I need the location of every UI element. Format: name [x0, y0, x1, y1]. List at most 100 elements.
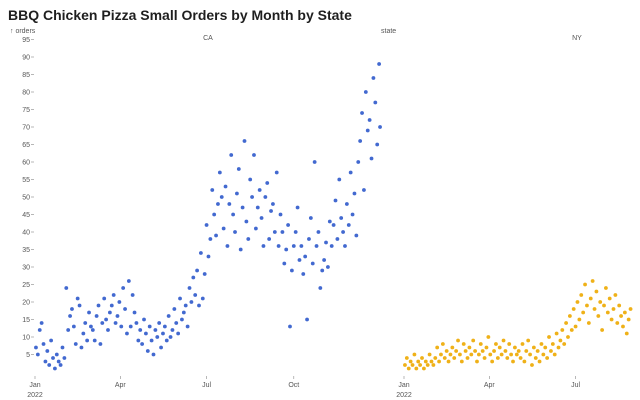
y-tick-label: 50 — [22, 195, 30, 202]
data-point-ny — [537, 359, 542, 364]
data-point-ca — [159, 345, 163, 350]
data-point-ca — [162, 324, 167, 329]
data-point-ca — [369, 156, 374, 161]
data-point-ny — [575, 300, 580, 304]
data-point-ca — [360, 111, 364, 115]
data-point-ca — [155, 335, 160, 339]
data-point-ny — [543, 345, 548, 350]
data-point-ca — [278, 212, 283, 217]
data-point-ca — [41, 342, 46, 346]
data-point-ca — [125, 331, 129, 336]
data-point-ca — [238, 247, 243, 252]
data-point-ny — [598, 300, 603, 304]
data-point-ca — [34, 345, 38, 350]
data-point-ny — [513, 345, 517, 350]
data-point-ny — [429, 359, 434, 364]
data-point-ny — [586, 321, 591, 325]
x-tick-label: Apr — [484, 382, 496, 389]
data-point-ny — [573, 324, 578, 329]
data-point-ca — [308, 216, 313, 220]
data-point-ny — [410, 363, 415, 367]
data-point-ca — [363, 90, 368, 94]
data-point-ny — [501, 338, 506, 343]
data-point-ca — [132, 310, 137, 315]
data-point-ca — [170, 328, 175, 332]
data-point-ca — [144, 331, 148, 336]
data-point-ca — [47, 363, 52, 367]
data-point-ny — [452, 356, 457, 360]
data-point-ca — [189, 300, 194, 304]
data-point-ny — [626, 317, 631, 322]
data-point-ny — [549, 349, 553, 353]
data-point-ca — [60, 345, 65, 350]
data-point-ca — [153, 328, 158, 332]
data-point-ny — [495, 356, 500, 360]
data-point-ny — [556, 345, 561, 350]
data-point-ny — [511, 359, 515, 364]
data-point-ca — [66, 328, 71, 332]
y-tick-label: 15 — [22, 317, 30, 324]
data-point-ca — [45, 349, 50, 353]
data-point-ca — [157, 321, 162, 325]
data-point-ny — [492, 349, 496, 353]
data-point-ca — [117, 300, 122, 304]
data-point-ca — [216, 202, 220, 206]
data-point-ca — [257, 188, 262, 192]
data-point-ca — [354, 233, 359, 238]
data-point-ca — [320, 268, 325, 273]
data-point-ny — [433, 356, 438, 360]
data-point-ny — [585, 303, 589, 308]
data-point-ny — [550, 342, 555, 346]
data-point-ca — [39, 321, 44, 325]
data-point-ny — [412, 352, 417, 357]
data-point-ny — [480, 349, 485, 353]
data-point-ca — [191, 275, 196, 280]
data-point-ca — [377, 62, 382, 66]
x-tick-label: Oct — [288, 382, 299, 389]
data-point-ny — [488, 352, 493, 357]
data-point-ny — [526, 338, 531, 343]
data-point-ny — [558, 338, 563, 343]
data-point-ny — [581, 310, 586, 315]
data-point-ca — [227, 202, 232, 206]
data-point-ny — [469, 352, 474, 357]
data-point-ny — [552, 352, 557, 357]
data-point-ca — [305, 317, 309, 322]
data-point-ca — [90, 328, 95, 332]
data-point-ca — [85, 338, 90, 343]
data-point-ca — [282, 261, 287, 266]
data-point-ny — [482, 356, 487, 360]
data-point-ca — [166, 314, 171, 318]
data-point-ny — [522, 359, 527, 364]
data-point-ca — [174, 321, 179, 325]
y-tick-label: 75 — [22, 107, 30, 114]
data-point-ca — [136, 338, 141, 343]
data-point-ca — [288, 324, 292, 329]
data-point-ca — [178, 296, 182, 301]
data-point-ca — [341, 230, 345, 234]
data-point-ca — [248, 177, 253, 182]
data-point-ny — [459, 359, 464, 364]
data-point-ny — [420, 356, 424, 360]
data-point-ca — [49, 338, 54, 343]
data-point-ny — [541, 352, 546, 357]
data-point-ca — [106, 328, 110, 332]
data-point-ca — [299, 244, 304, 248]
data-point-ny — [454, 349, 459, 353]
data-point-ny — [524, 349, 529, 353]
data-point-ca — [324, 240, 328, 245]
data-point-ca — [350, 212, 355, 217]
data-point-ny — [611, 307, 616, 311]
y-tick-label: 60 — [22, 160, 30, 167]
data-point-ca — [81, 331, 86, 336]
data-point-ca — [312, 160, 317, 164]
data-point-ny — [446, 359, 451, 364]
data-point-ca — [87, 310, 91, 315]
data-point-ca — [346, 223, 351, 227]
data-point-ca — [79, 345, 84, 350]
chart-title: BBQ Chicken Pizza Small Orders by Month … — [8, 7, 352, 23]
data-point-ny — [476, 352, 481, 357]
data-point-ca — [181, 310, 186, 315]
data-point-ca — [197, 303, 201, 308]
y-tick-label: 90 — [22, 55, 30, 62]
